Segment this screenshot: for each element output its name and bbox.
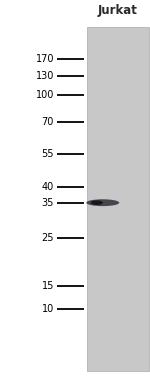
Text: 35: 35 [42, 198, 54, 208]
Text: 40: 40 [42, 182, 54, 192]
Text: 70: 70 [42, 117, 54, 127]
Text: 55: 55 [42, 149, 54, 159]
Ellipse shape [86, 199, 119, 206]
Text: Jurkat: Jurkat [98, 4, 138, 17]
Text: 25: 25 [42, 233, 54, 243]
Text: 10: 10 [42, 304, 54, 314]
Text: 100: 100 [36, 90, 54, 100]
Text: 130: 130 [36, 71, 54, 81]
Text: 170: 170 [36, 54, 54, 64]
Ellipse shape [91, 200, 103, 205]
Bar [87, 27, 148, 371]
Text: 15: 15 [42, 281, 54, 291]
